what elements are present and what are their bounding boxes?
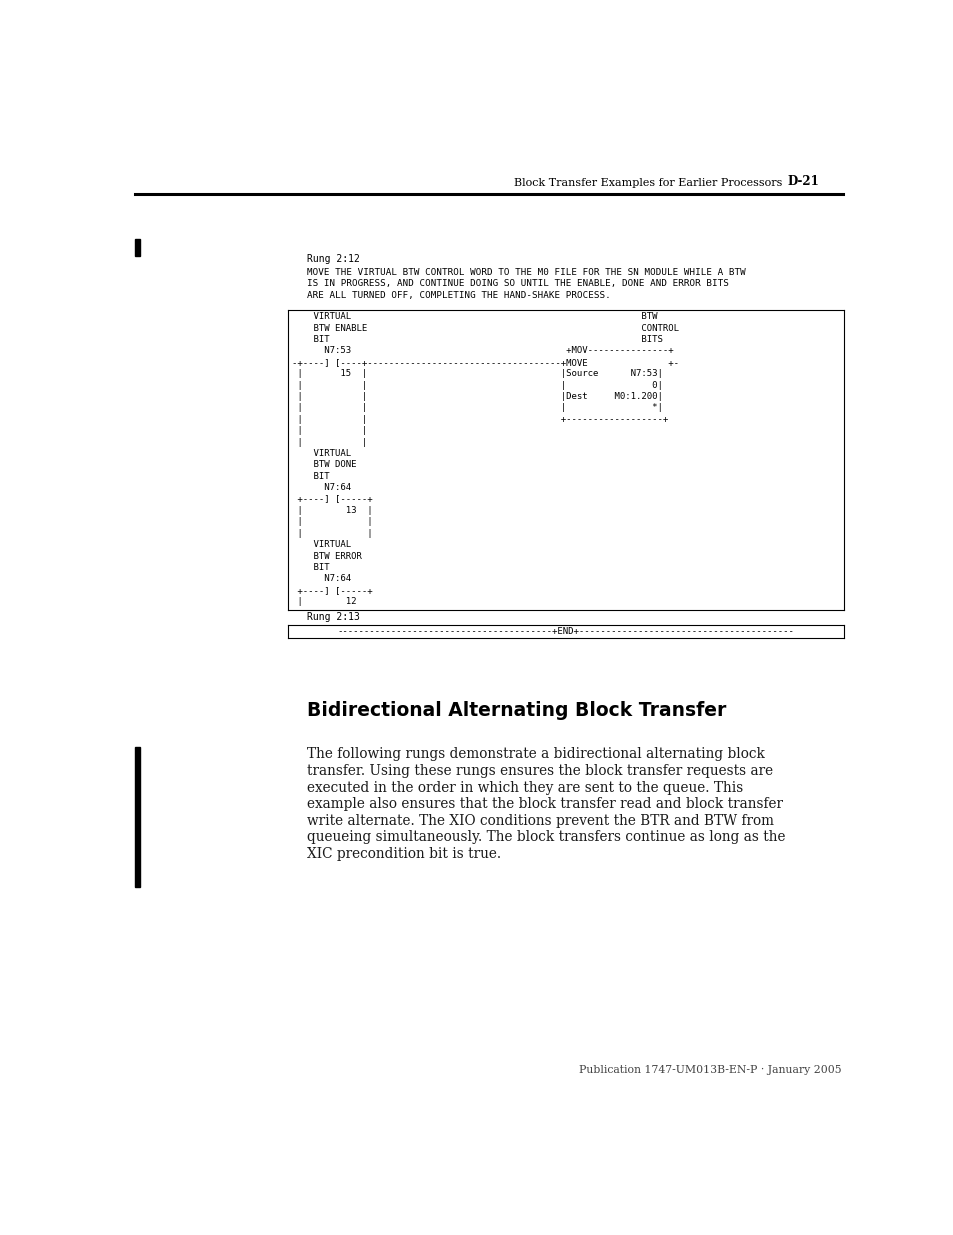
Text: IS IN PROGRESS, AND CONTINUE DOING SO UNTIL THE ENABLE, DONE AND ERROR BITS: IS IN PROGRESS, AND CONTINUE DOING SO UN…	[307, 279, 728, 289]
Text: |           |                                    +------------------+: | | +------------------+	[292, 415, 668, 424]
Text: Bidirectional Alternating Block Transfer: Bidirectional Alternating Block Transfer	[307, 701, 725, 720]
Text: +----] [-----+: +----] [-----+	[292, 585, 373, 595]
Text: |           |                                    |Dest     M0:1.200|: | | |Dest M0:1.200|	[292, 391, 662, 401]
Text: |            |: | |	[292, 529, 373, 537]
Bar	[134, 747, 140, 888]
Text: VIRTUAL                                                      BTW: VIRTUAL BTW	[292, 312, 657, 321]
Text: N7:53                                        +MOV---------------+: N7:53 +MOV---------------+	[292, 346, 673, 356]
Text: BTW DONE: BTW DONE	[292, 461, 356, 469]
Text: The following rungs demonstrate a bidirectional alternating block: The following rungs demonstrate a bidire…	[307, 747, 764, 762]
Text: |           |                                    |                0|: | | | 0|	[292, 380, 662, 389]
Text: BTW ERROR: BTW ERROR	[292, 552, 361, 561]
Text: Rung 2:13: Rung 2:13	[307, 611, 359, 621]
Text: XIC precondition bit is true.: XIC precondition bit is true.	[307, 847, 500, 861]
Text: ----------------------------------------+END+-----------------------------------: ----------------------------------------…	[337, 627, 794, 636]
Text: ARE ALL TURNED OFF, COMPLETING THE HAND-SHAKE PROCESS.: ARE ALL TURNED OFF, COMPLETING THE HAND-…	[307, 291, 610, 300]
Text: |       15  |                                    |Source      N7:53|: | 15 | |Source N7:53|	[292, 369, 662, 378]
Text: BIT: BIT	[292, 563, 330, 572]
Text: |        13  |: | 13 |	[292, 506, 373, 515]
Text: N7:64: N7:64	[292, 574, 351, 583]
Text: |           |: | |	[292, 437, 367, 447]
Text: D-21: D-21	[786, 175, 819, 188]
Text: transfer. Using these rungs ensures the block transfer requests are: transfer. Using these rungs ensures the …	[307, 764, 772, 778]
Text: |           |                                    |                *|: | | | *|	[292, 404, 662, 412]
Text: write alternate. The XIO conditions prevent the BTR and BTW from: write alternate. The XIO conditions prev…	[307, 814, 773, 827]
Text: N7:64: N7:64	[292, 483, 351, 493]
Text: Block Transfer Examples for Earlier Processors: Block Transfer Examples for Earlier Proc…	[513, 178, 781, 188]
Text: +----] [-----+: +----] [-----+	[292, 494, 373, 504]
Text: Rung 2:12: Rung 2:12	[307, 254, 359, 264]
Text: BIT                                                          BITS: BIT BITS	[292, 335, 662, 345]
Text: VIRTUAL: VIRTUAL	[292, 450, 351, 458]
Text: example also ensures that the block transfer read and block transfer: example also ensures that the block tran…	[307, 797, 782, 811]
Text: queueing simultaneously. The block transfers continue as long as the: queueing simultaneously. The block trans…	[307, 830, 784, 845]
Text: -+----] [----+------------------------------------+MOVE               +-: -+----] [----+--------------------------…	[292, 358, 679, 367]
Text: Publication 1747-UM013B-EN-P · January 2005: Publication 1747-UM013B-EN-P · January 2…	[578, 1065, 841, 1074]
Text: MOVE THE VIRTUAL BTW CONTROL WORD TO THE M0 FILE FOR THE SN MODULE WHILE A BTW: MOVE THE VIRTUAL BTW CONTROL WORD TO THE…	[307, 268, 744, 277]
Text: |        12: | 12	[292, 597, 356, 606]
Text: |            |: | |	[292, 517, 373, 526]
Text: executed in the order in which they are sent to the queue. This: executed in the order in which they are …	[307, 781, 742, 794]
Bar	[134, 240, 140, 256]
Text: BTW ENABLE                                                   CONTROL: BTW ENABLE CONTROL	[292, 324, 679, 332]
Text: |           |: | |	[292, 426, 367, 435]
Text: VIRTUAL: VIRTUAL	[292, 540, 351, 550]
Text: BIT: BIT	[292, 472, 330, 480]
